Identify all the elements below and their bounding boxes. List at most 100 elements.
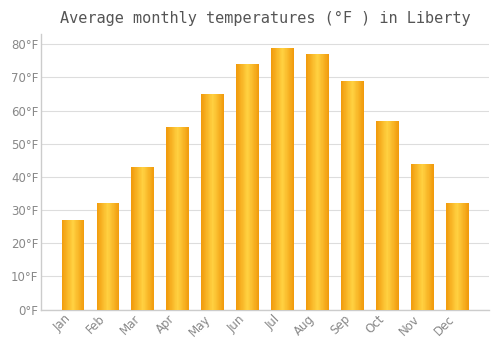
Bar bbox=[385, 120, 386, 310]
Bar bbox=[286, 48, 287, 310]
Bar bbox=[101, 203, 102, 310]
Bar bbox=[393, 120, 394, 310]
Bar bbox=[185, 127, 186, 310]
Bar bbox=[145, 167, 146, 310]
Bar bbox=[353, 81, 354, 310]
Bar bbox=[258, 64, 259, 310]
Bar bbox=[433, 164, 434, 310]
Bar bbox=[414, 164, 415, 310]
Bar bbox=[285, 48, 286, 310]
Bar bbox=[146, 167, 147, 310]
Bar bbox=[144, 167, 145, 310]
Bar bbox=[99, 203, 100, 310]
Bar bbox=[113, 203, 114, 310]
Bar bbox=[254, 64, 255, 310]
Bar bbox=[387, 120, 388, 310]
Bar bbox=[384, 120, 385, 310]
Bar bbox=[411, 164, 412, 310]
Bar bbox=[396, 120, 397, 310]
Bar bbox=[139, 167, 140, 310]
Bar bbox=[112, 203, 113, 310]
Bar bbox=[80, 220, 81, 310]
Bar bbox=[417, 164, 418, 310]
Bar bbox=[202, 94, 203, 310]
Bar bbox=[306, 54, 308, 310]
Bar bbox=[360, 81, 361, 310]
Bar bbox=[213, 94, 214, 310]
Bar bbox=[137, 167, 138, 310]
Title: Average monthly temperatures (°F ) in Liberty: Average monthly temperatures (°F ) in Li… bbox=[60, 11, 470, 26]
Bar bbox=[343, 81, 344, 310]
Bar bbox=[446, 203, 447, 310]
Bar bbox=[248, 64, 250, 310]
Bar bbox=[73, 220, 74, 310]
Bar bbox=[426, 164, 427, 310]
Bar bbox=[362, 81, 363, 310]
Bar bbox=[378, 120, 379, 310]
Bar bbox=[376, 120, 398, 310]
Bar bbox=[380, 120, 381, 310]
Bar bbox=[149, 167, 150, 310]
Bar bbox=[423, 164, 424, 310]
Bar bbox=[381, 120, 382, 310]
Bar bbox=[341, 81, 364, 310]
Bar bbox=[186, 127, 187, 310]
Bar bbox=[429, 164, 430, 310]
Bar bbox=[288, 48, 289, 310]
Bar bbox=[68, 220, 69, 310]
Bar bbox=[344, 81, 345, 310]
Bar bbox=[420, 164, 421, 310]
Bar bbox=[175, 127, 176, 310]
Bar bbox=[75, 220, 76, 310]
Bar bbox=[183, 127, 184, 310]
Bar bbox=[388, 120, 389, 310]
Bar bbox=[355, 81, 356, 310]
Bar bbox=[150, 167, 151, 310]
Bar bbox=[76, 220, 77, 310]
Bar bbox=[421, 164, 422, 310]
Bar bbox=[284, 48, 285, 310]
Bar bbox=[276, 48, 277, 310]
Bar bbox=[274, 48, 275, 310]
Bar bbox=[425, 164, 426, 310]
Bar bbox=[467, 203, 468, 310]
Bar bbox=[309, 54, 310, 310]
Bar bbox=[66, 220, 68, 310]
Bar bbox=[317, 54, 318, 310]
Bar bbox=[256, 64, 258, 310]
Bar bbox=[179, 127, 180, 310]
Bar bbox=[325, 54, 326, 310]
Bar bbox=[236, 64, 259, 310]
Bar bbox=[465, 203, 466, 310]
Bar bbox=[222, 94, 223, 310]
Bar bbox=[240, 64, 241, 310]
Bar bbox=[452, 203, 453, 310]
Bar bbox=[416, 164, 417, 310]
Bar bbox=[221, 94, 222, 310]
Bar bbox=[322, 54, 323, 310]
Bar bbox=[173, 127, 174, 310]
Bar bbox=[377, 120, 378, 310]
Bar bbox=[422, 164, 423, 310]
Bar bbox=[109, 203, 110, 310]
Bar bbox=[412, 164, 413, 310]
Bar bbox=[152, 167, 153, 310]
Bar bbox=[70, 220, 72, 310]
Bar bbox=[326, 54, 327, 310]
Bar bbox=[215, 94, 216, 310]
Bar bbox=[82, 220, 83, 310]
Bar bbox=[361, 81, 362, 310]
Bar bbox=[178, 127, 179, 310]
Bar bbox=[132, 167, 133, 310]
Bar bbox=[383, 120, 384, 310]
Bar bbox=[148, 167, 149, 310]
Bar bbox=[349, 81, 350, 310]
Bar bbox=[138, 167, 139, 310]
Bar bbox=[356, 81, 357, 310]
Bar bbox=[282, 48, 283, 310]
Bar bbox=[386, 120, 387, 310]
Bar bbox=[236, 64, 237, 310]
Bar bbox=[345, 81, 346, 310]
Bar bbox=[430, 164, 431, 310]
Bar bbox=[291, 48, 292, 310]
